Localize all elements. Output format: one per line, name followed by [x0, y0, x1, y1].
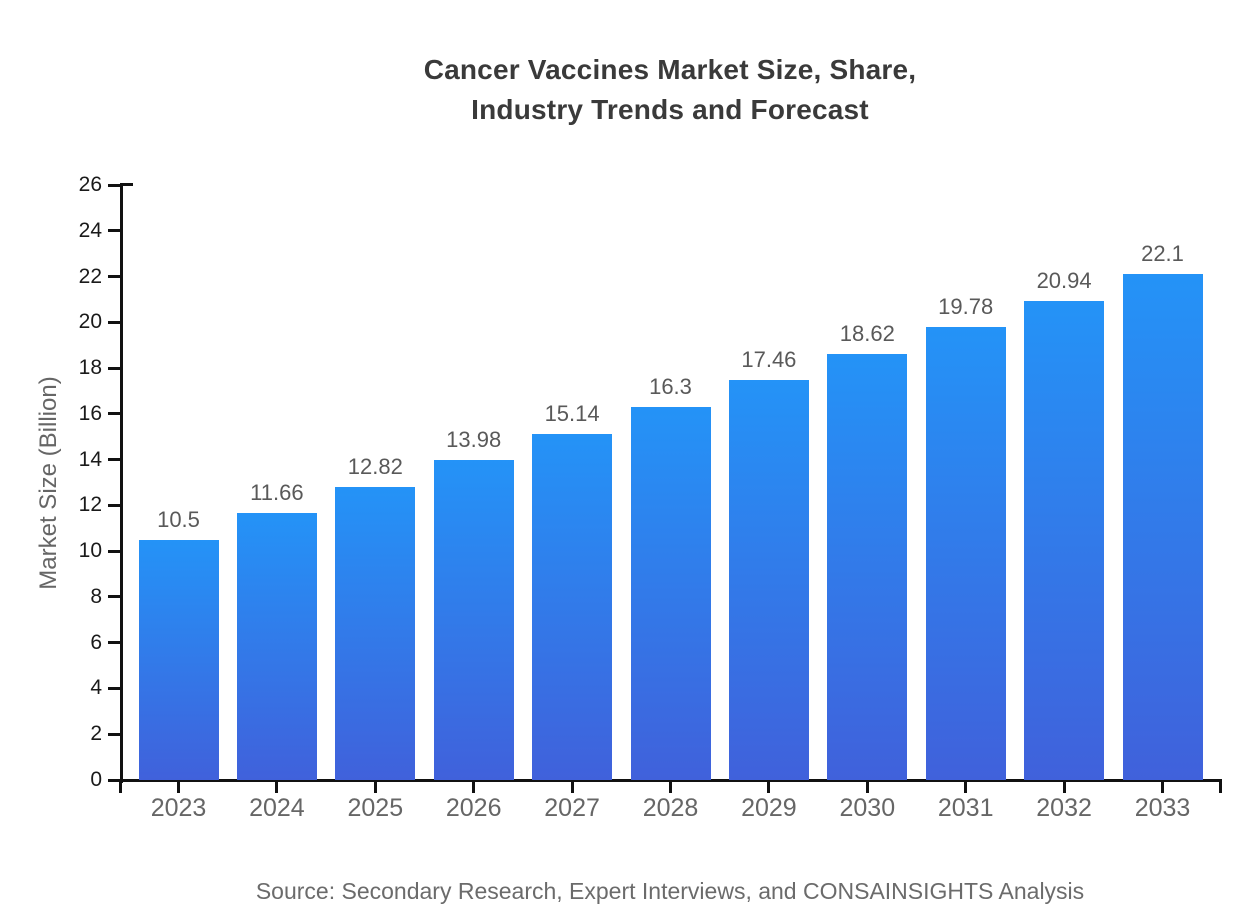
x-tick-label-2025: 2025 [347, 794, 404, 822]
x-tick-label-2023: 2023 [150, 794, 207, 822]
y-tick-label: 6 [90, 630, 102, 654]
x-tick-label-2029: 2029 [741, 794, 797, 822]
y-tick-mark [108, 778, 120, 782]
x-tick-mark [669, 780, 672, 793]
x-tick-mark [275, 780, 279, 793]
y-tick-mark [108, 183, 120, 187]
y-tick-mark [108, 595, 120, 599]
y-tick-mark [108, 641, 120, 645]
bar-2024 [236, 513, 317, 780]
y-tick-mark [108, 732, 120, 736]
y-tick-label: 2 [90, 722, 102, 746]
bar-2032 [1024, 300, 1105, 780]
bar-value-label-2032: 20.94 [1036, 267, 1092, 293]
x-tick-mark [1062, 780, 1066, 793]
x-tick-label-2027: 2027 [544, 794, 600, 822]
bar-2030 [827, 353, 908, 780]
x-tick-label-2033: 2033 [1134, 794, 1191, 822]
y-tick-label: 4 [90, 676, 102, 700]
bar-2031 [925, 327, 1006, 780]
y-tick-mark [108, 275, 120, 279]
source-note: Source: Secondary Research, Expert Inter… [255, 878, 1085, 904]
y-tick-label: 20 [78, 310, 102, 334]
y-tick-label: 26 [78, 173, 102, 196]
bar-value-label-2025: 12.82 [347, 453, 403, 479]
y-tick-label: 18 [78, 356, 102, 380]
bar-2023 [138, 539, 219, 780]
x-tick-mark [177, 780, 180, 793]
x-tick-mark [472, 780, 476, 793]
y-tick-label: 14 [78, 447, 102, 471]
bar-value-label-2026: 13.98 [446, 427, 502, 453]
y-tick-mark [108, 229, 120, 233]
y-tick-label: 12 [78, 493, 102, 517]
bar-value-label-2024: 11.66 [250, 480, 304, 506]
bar-value-label-2033: 22.1 [1141, 241, 1184, 267]
bar-2029 [728, 380, 809, 780]
x-tick-label-2032: 2032 [1036, 794, 1092, 822]
bar-value-label-2030: 18.62 [839, 320, 895, 346]
x-tick-label-2026: 2026 [445, 794, 502, 822]
bar-2033 [1122, 274, 1203, 780]
bar-2025 [335, 486, 416, 780]
x-tick-label-2031: 2031 [937, 794, 994, 822]
x-tick-mark [570, 780, 574, 793]
x-tick-mark [865, 780, 869, 793]
y-tick-mark [108, 549, 120, 553]
y-tick-mark [108, 320, 120, 324]
bar-2028 [630, 406, 711, 780]
x-tick-mark [1161, 780, 1164, 793]
bar-value-label-2031: 19.78 [938, 294, 994, 320]
y-tick-mark [108, 458, 120, 462]
y-axis-top-cap [120, 183, 133, 186]
x-axis-left-outer-tick [119, 780, 122, 793]
x-tick-mark [373, 780, 377, 793]
chart-title: Cancer Vaccines Market Size, Share, Indu… [423, 54, 917, 125]
x-tick-mark [767, 780, 771, 793]
x-tick-mark [964, 780, 968, 793]
y-tick-mark [108, 412, 120, 416]
bar-value-label-2027: 15.14 [544, 400, 600, 426]
y-tick-label: 16 [78, 401, 102, 425]
x-tick-label-2024: 2024 [249, 794, 305, 822]
x-axis-right-outer-tick [1219, 780, 1222, 793]
y-tick-mark [108, 686, 120, 690]
y-tick-mark [108, 366, 120, 370]
y-tick-label: 8 [90, 584, 102, 608]
y-tick-label: 10 [78, 539, 102, 563]
bar-value-label-2029: 17.46 [741, 347, 797, 373]
y-tick-label: 24 [78, 218, 102, 242]
bar-2027 [532, 433, 613, 780]
y-tick-label: 22 [78, 264, 102, 288]
y-axis-line [120, 183, 123, 783]
x-tick-label-2028: 2028 [642, 794, 699, 822]
y-tick-mark [108, 503, 120, 507]
bar-value-label-2028: 16.3 [649, 373, 692, 399]
x-tick-label-2030: 2030 [839, 794, 896, 822]
bar-2026 [433, 460, 514, 780]
y-tick-label: 0 [90, 768, 102, 791]
bar-value-label-2023: 10.5 [157, 506, 200, 532]
